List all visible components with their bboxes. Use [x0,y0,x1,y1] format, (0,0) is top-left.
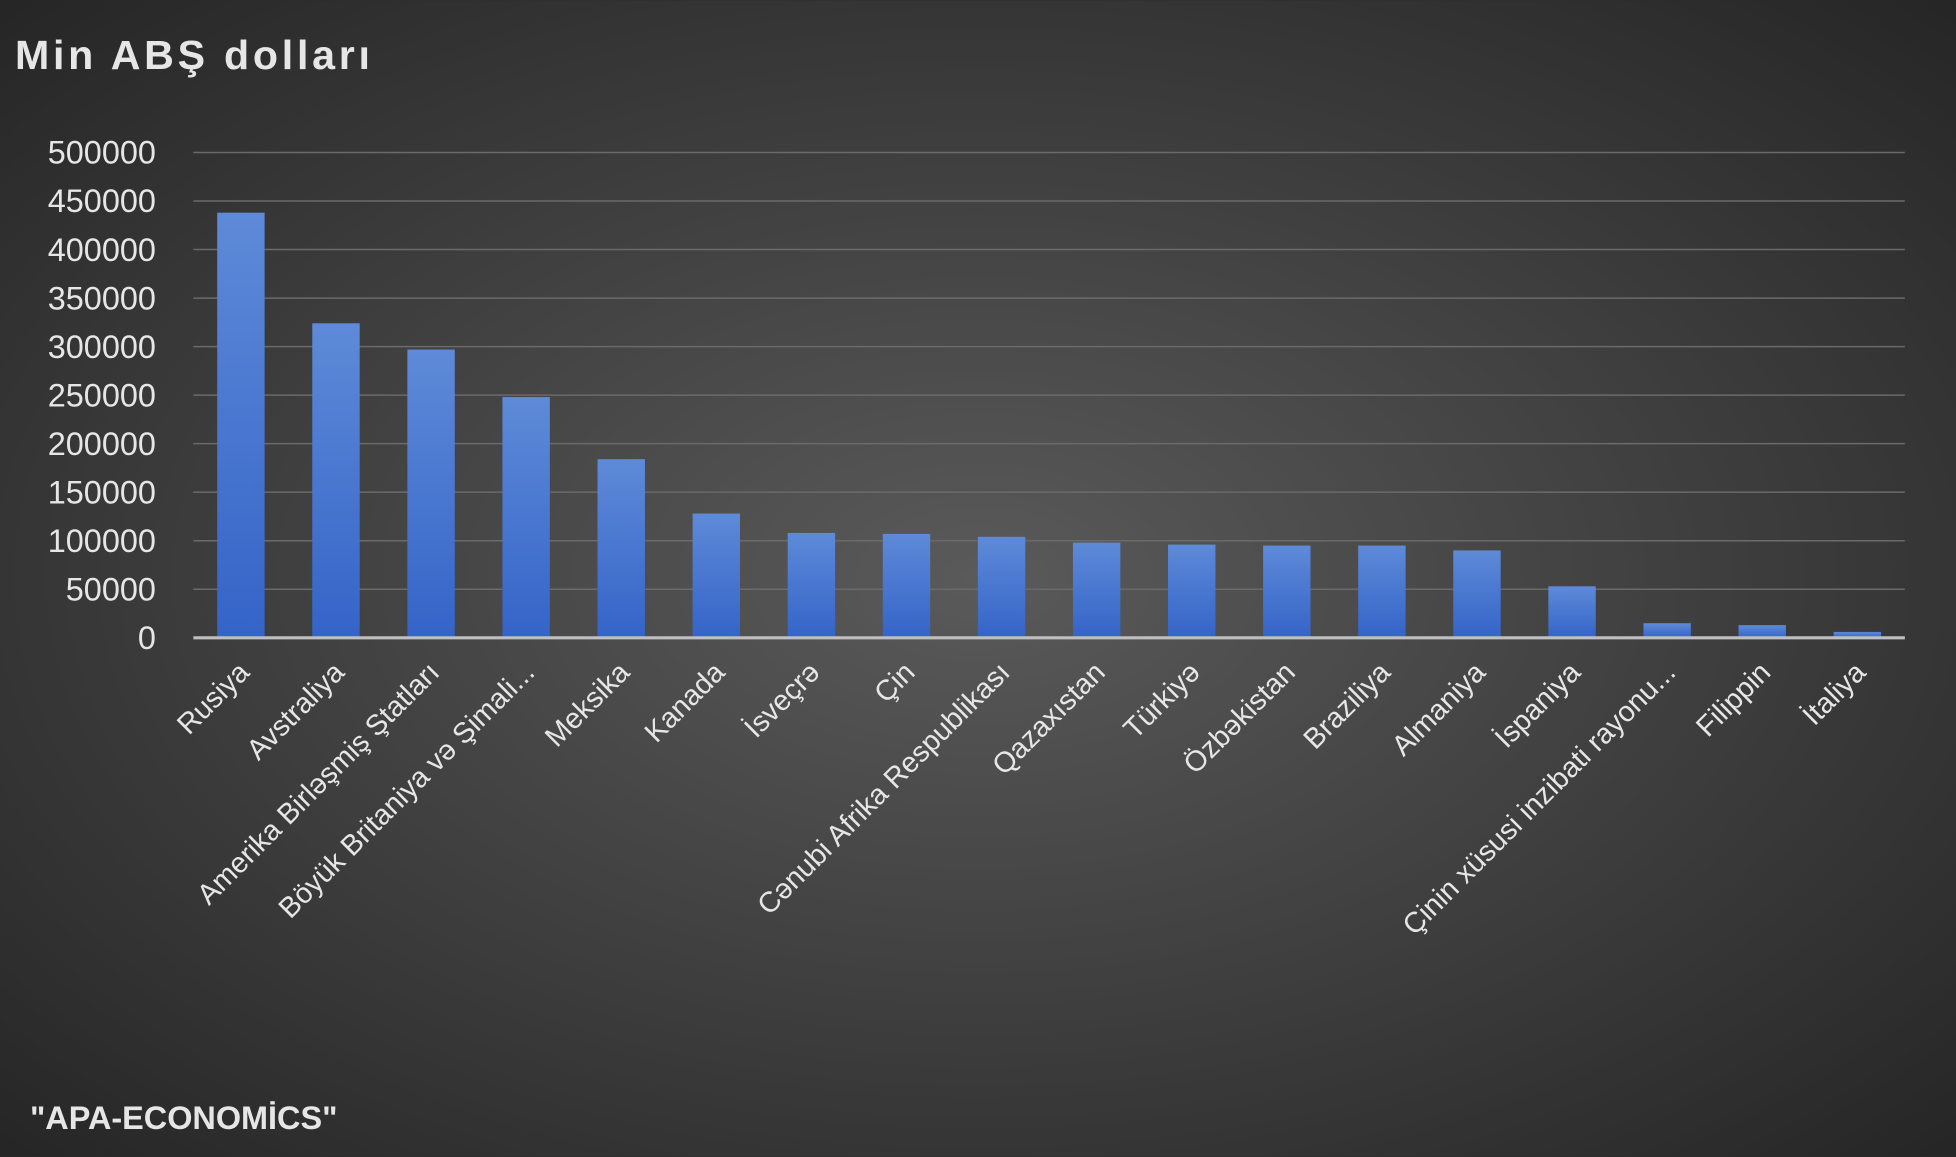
bar [977,536,1026,638]
y-tick-label: 0 [138,620,156,656]
bar [217,212,265,638]
y-tick-label: 250000 [48,377,156,413]
bar [1833,631,1882,638]
y-tick-label: 200000 [48,426,156,462]
bar [1453,550,1501,638]
y-tick-label: 400000 [48,232,156,268]
bar [1548,586,1596,638]
bar [1072,542,1121,638]
bar [787,532,836,638]
bar [692,513,741,638]
bar [1738,625,1786,638]
bar [1358,545,1406,638]
y-tick-label: 150000 [48,474,156,510]
source: "APA-ECONOMİCS" [30,1100,338,1136]
y-tick-label: 350000 [48,280,156,316]
y-tick-label: 50000 [66,571,156,607]
bar [1168,544,1216,638]
bar [502,397,550,638]
bar [407,349,455,638]
chart-title: Min ABŞ dolları [15,32,374,78]
y-tick-label: 500000 [48,135,156,171]
bar [312,323,360,638]
y-tick-label: 300000 [48,329,156,365]
bar [1263,545,1311,638]
y-tick-label: 450000 [48,183,156,219]
bar [882,533,931,638]
bar [597,459,645,638]
y-tick-label: 100000 [48,523,156,559]
bar [1643,623,1691,638]
